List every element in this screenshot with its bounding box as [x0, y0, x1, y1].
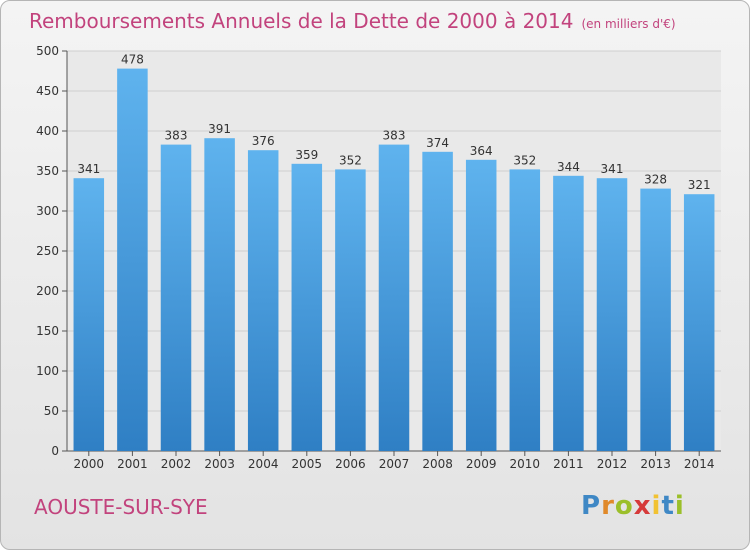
bar-2013: [640, 188, 671, 451]
data-label-2002: 383: [165, 129, 188, 143]
y-tick-label: 0: [51, 444, 59, 458]
data-label-2003: 391: [208, 122, 231, 136]
bar-2005: [291, 163, 323, 452]
logo-letter: x: [633, 491, 652, 521]
chart-title-text: Remboursements Annuels de la Dette de 20…: [29, 9, 574, 33]
y-tick-label: 100: [36, 364, 59, 378]
y-tick-label: 200: [36, 284, 59, 298]
logo-letter: P: [581, 491, 602, 521]
logo-letter: i: [674, 491, 685, 521]
data-label-2008: 374: [426, 136, 449, 150]
bar-2002: [160, 144, 192, 451]
x-tick-label: 2003: [204, 457, 235, 471]
y-tick-label: 250: [36, 244, 59, 258]
data-label-2006: 352: [339, 153, 362, 167]
y-tick-label: 150: [36, 324, 59, 338]
x-tick-label: 2013: [640, 457, 671, 471]
y-tick-label: 450: [36, 84, 59, 98]
x-tick-label: 2009: [466, 457, 497, 471]
bar-2004: [247, 150, 279, 451]
y-tick-label: 300: [36, 204, 59, 218]
data-label-2014: 321: [688, 178, 711, 192]
proxiti-logo: Proxiti: [581, 491, 685, 521]
logo-letter: r: [601, 491, 615, 521]
x-tick-label: 2012: [597, 457, 628, 471]
chart-unit-note: (en milliers d'€): [581, 17, 676, 31]
x-tick-label: 2004: [248, 457, 279, 471]
data-label-2001: 478: [121, 53, 144, 67]
bar-2007: [378, 144, 410, 451]
bar-2009: [465, 159, 497, 452]
logo-letter: o: [614, 491, 634, 521]
x-tick-label: 2002: [161, 457, 192, 471]
y-tick-label: 350: [36, 164, 59, 178]
data-label-2010: 352: [513, 153, 536, 167]
data-label-2009: 364: [470, 144, 493, 158]
x-tick-label: 2001: [117, 457, 148, 471]
bar-2006: [335, 169, 366, 451]
y-tick-label: 50: [44, 404, 59, 418]
x-tick-label: 2014: [684, 457, 715, 471]
bar-2000: [73, 178, 105, 451]
logo-letter: t: [661, 491, 675, 521]
x-tick-label: 2011: [553, 457, 584, 471]
data-label-2011: 344: [557, 160, 580, 174]
data-label-2013: 328: [644, 173, 667, 187]
logo-letter: i: [651, 491, 662, 521]
y-tick-label: 500: [36, 44, 59, 58]
data-label-2007: 383: [383, 129, 406, 143]
bar-2010: [509, 169, 541, 451]
bar-2003: [204, 138, 235, 451]
location-name: AOUSTE-SUR-SYE: [34, 495, 208, 519]
data-label-2012: 341: [601, 162, 624, 176]
x-tick-label: 2008: [422, 457, 453, 471]
y-tick-label: 400: [36, 124, 59, 138]
data-label-2000: 341: [77, 162, 100, 176]
bar-2012: [596, 178, 628, 451]
x-tick-label: 2000: [74, 457, 105, 471]
data-label-2004: 376: [252, 134, 275, 148]
bar-2011: [553, 175, 584, 452]
bar-2008: [422, 151, 453, 452]
data-label-2005: 359: [295, 148, 318, 162]
x-tick-label: 2006: [335, 457, 366, 471]
x-tick-label: 2005: [292, 457, 323, 471]
bar-2001: [117, 68, 148, 451]
chart-title: Remboursements Annuels de la Dette de 20…: [29, 9, 676, 33]
x-tick-label: 2007: [379, 457, 410, 471]
x-tick-label: 2010: [510, 457, 541, 471]
bar-2014: [683, 194, 715, 451]
